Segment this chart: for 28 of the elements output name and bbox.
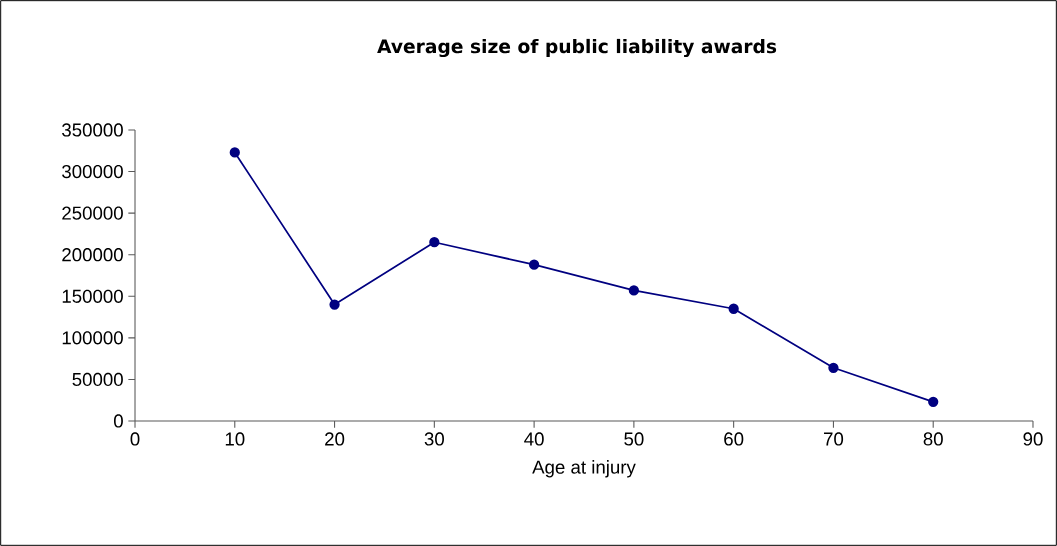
point bbox=[329, 299, 340, 310]
y-tick-label: 150000 bbox=[62, 289, 123, 303]
x-tick-label: 0 bbox=[130, 432, 140, 446]
x-tick-label: 20 bbox=[325, 432, 345, 446]
y-tick-label: 200000 bbox=[62, 248, 123, 262]
point bbox=[828, 362, 839, 373]
point bbox=[229, 147, 240, 158]
y-tick-label: 250000 bbox=[62, 206, 123, 220]
x-tick-label: 60 bbox=[724, 432, 744, 446]
point bbox=[628, 285, 640, 296]
x-tick-label: 30 bbox=[424, 432, 444, 446]
chart-title: Average size of public liability awards bbox=[377, 38, 777, 58]
point bbox=[928, 396, 939, 407]
y-tick-label: 0 bbox=[113, 414, 123, 428]
x-tick-label: 40 bbox=[524, 432, 544, 446]
y-tick-label: 50000 bbox=[72, 372, 123, 387]
x-tick-label: 80 bbox=[923, 432, 943, 446]
y-tick-label: 300000 bbox=[62, 164, 123, 179]
x-tick-label: 10 bbox=[225, 432, 245, 446]
point bbox=[728, 303, 739, 314]
x-axis-title: Age at injury bbox=[532, 460, 636, 478]
point bbox=[429, 237, 440, 248]
y-tick-label: 350000 bbox=[62, 123, 123, 137]
y-tick-label: 100000 bbox=[62, 331, 123, 345]
x-tick-label: 50 bbox=[624, 432, 644, 446]
x-tick-label: 90 bbox=[1023, 432, 1043, 446]
point bbox=[528, 259, 540, 270]
x-tick-label: 70 bbox=[824, 432, 844, 446]
